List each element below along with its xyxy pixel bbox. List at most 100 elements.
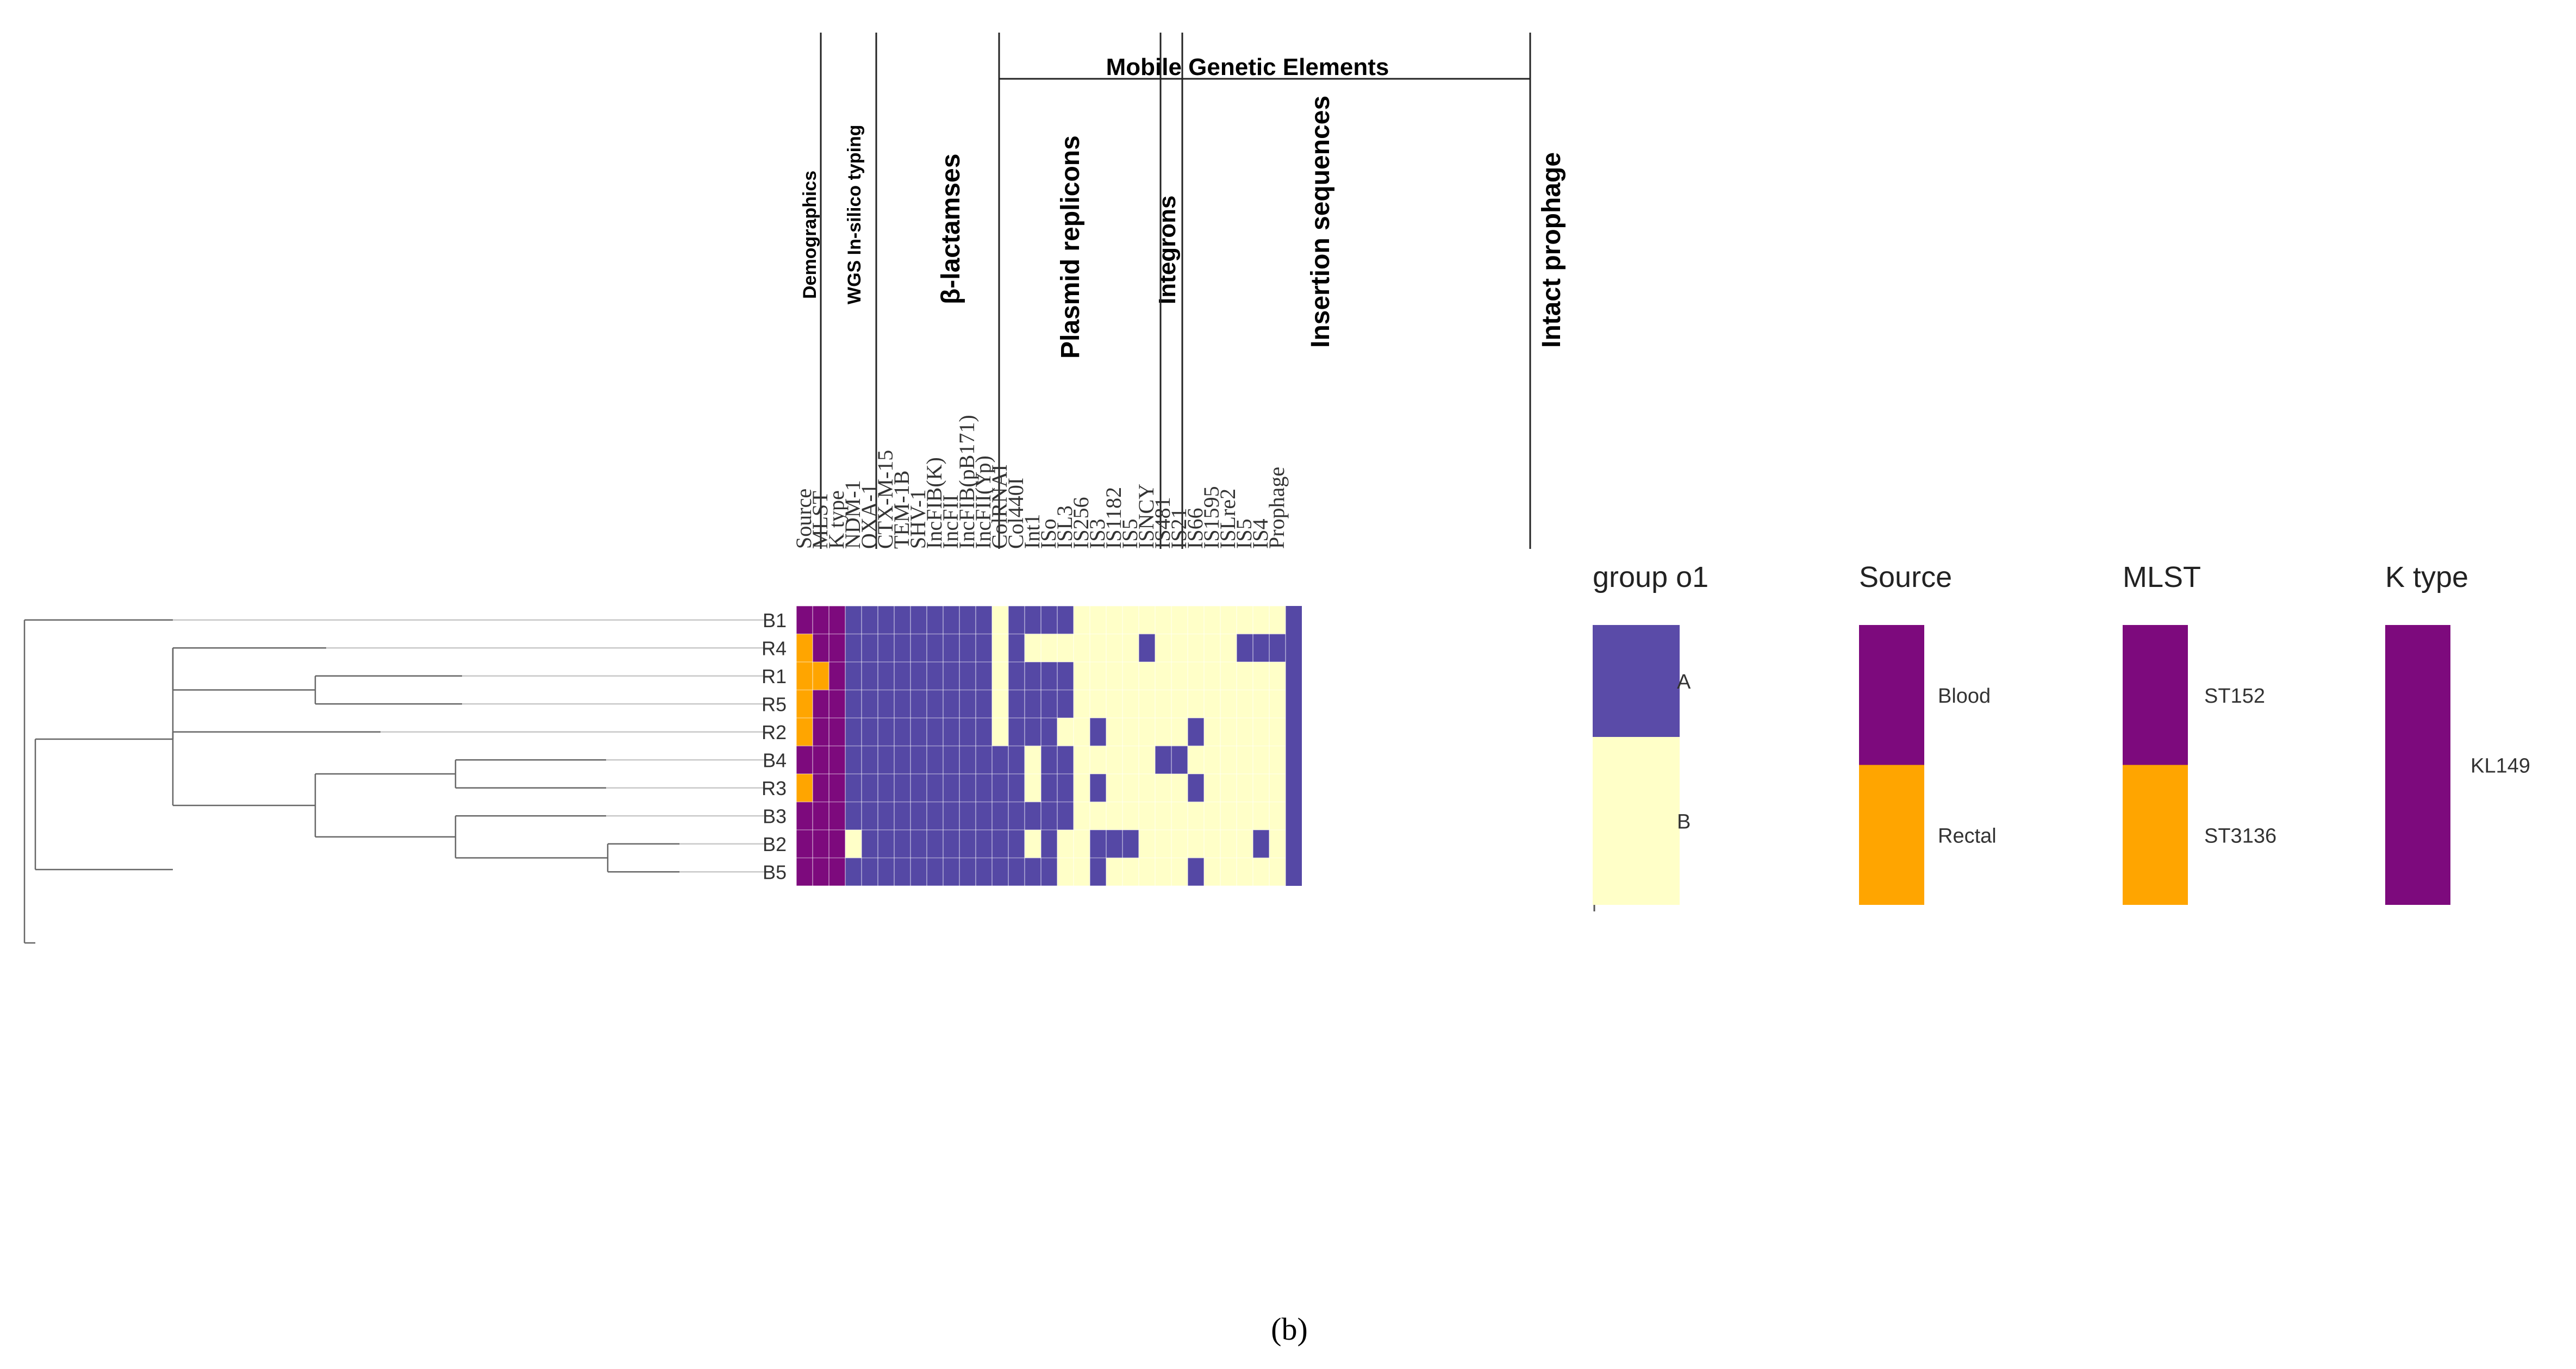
- column-label: ColRNAI: [987, 464, 1012, 549]
- cell-R3-3: [845, 774, 862, 802]
- cell-R5-7: [910, 690, 927, 718]
- cell-B1-14: [1025, 606, 1041, 634]
- cell-B1-25: [1204, 606, 1220, 634]
- cell-R2-14: [1025, 718, 1041, 746]
- cell-B2-0: [796, 830, 813, 858]
- cell-R5-11: [976, 690, 992, 718]
- cell-R3-9: [943, 774, 959, 802]
- row-labels: B1 R4 R1 R5 R2 B4 R3 B3 B2 B5: [762, 609, 787, 884]
- cell-R5-21: [1139, 690, 1155, 718]
- cell-R5-20: [1122, 690, 1139, 718]
- column-label: CTX-M-15: [873, 450, 897, 549]
- cell-B5-4: [862, 858, 878, 886]
- row-label: B5: [763, 861, 787, 883]
- cell-B5-9: [943, 858, 959, 886]
- cell-R2-0: [796, 718, 813, 746]
- cell-B1-26: [1220, 606, 1237, 634]
- cell-R1-8: [927, 662, 943, 690]
- cell-B3-9: [943, 802, 959, 830]
- annotation-source-label: Blood: [1938, 685, 1991, 708]
- cell-B5-28: [1253, 858, 1269, 886]
- cell-R4-0: [796, 634, 813, 662]
- cell-B1-8: [927, 606, 943, 634]
- cell-R4-10: [959, 634, 976, 662]
- cell-B4-18: [1090, 746, 1106, 774]
- row-label: R3: [762, 777, 787, 799]
- cell-B4-2: [829, 746, 845, 774]
- cell-B3-29: [1269, 802, 1286, 830]
- annotation-title-source: Source: [1859, 561, 1952, 593]
- cell-B2-16: [1057, 830, 1074, 858]
- column-label: ISLre2: [1215, 489, 1240, 549]
- cell-B2-8: [927, 830, 943, 858]
- cell-B5-8: [927, 858, 943, 886]
- cell-R3-22: [1155, 774, 1171, 802]
- cell-B4-11: [976, 746, 992, 774]
- cell-B1-9: [943, 606, 959, 634]
- cell-B1-1: [813, 606, 829, 634]
- cell-B4-28: [1253, 746, 1269, 774]
- column-label: IS5: [1118, 518, 1142, 549]
- cell-B1-28: [1253, 606, 1269, 634]
- cell-R5-26: [1220, 690, 1237, 718]
- cell-R4-18: [1090, 634, 1106, 662]
- cell-R5-27: [1237, 690, 1253, 718]
- column-label: IncFIB(pB171): [955, 415, 979, 549]
- cell-B3-26: [1220, 802, 1237, 830]
- cell-B5-20: [1122, 858, 1139, 886]
- heatmap-cells: [796, 606, 1302, 886]
- cell-B3-20: [1122, 802, 1139, 830]
- cell-R4-24: [1188, 634, 1204, 662]
- heatmap-grid: [796, 605, 1286, 886]
- cell-B1-21: [1139, 606, 1155, 634]
- cell-R5-8: [927, 690, 943, 718]
- cell-R3-7: [910, 774, 927, 802]
- row-label: R4: [762, 637, 787, 659]
- cell-R5-10: [959, 690, 976, 718]
- annotation-source-label: Rectal: [1938, 824, 1997, 847]
- column-label: TEM-1B: [889, 471, 914, 549]
- cell-B1-20: [1122, 606, 1139, 634]
- cell-B4-13: [1008, 746, 1025, 774]
- cell-R4-5: [878, 634, 894, 662]
- row-label: B1: [763, 609, 787, 632]
- cell-B3-11: [976, 802, 992, 830]
- cell-B5-16: [1057, 858, 1074, 886]
- cell-R3-10: [959, 774, 976, 802]
- cell-R3-8: [927, 774, 943, 802]
- cell-B3-0: [796, 802, 813, 830]
- cell-R4-29: [1269, 634, 1286, 662]
- cell-B5-29: [1269, 858, 1286, 886]
- cell-B4-25: [1204, 746, 1220, 774]
- cell-R2-7: [910, 718, 927, 746]
- cell-B4-3: [845, 746, 862, 774]
- annotation-ktype-label: KL149: [2471, 755, 2530, 778]
- cell-B4-14: [1025, 746, 1041, 774]
- cell-R4-8: [927, 634, 943, 662]
- cell-B5-23: [1171, 858, 1188, 886]
- cell-R1-30: [1286, 662, 1302, 690]
- cell-R4-14: [1025, 634, 1041, 662]
- column-label: IS21: [1167, 508, 1191, 549]
- cell-B1-5: [878, 606, 894, 634]
- cell-R4-1: [813, 634, 829, 662]
- cell-R2-24: [1188, 718, 1204, 746]
- cell-R1-3: [845, 662, 862, 690]
- group-label-bla: β-lactamses: [937, 154, 965, 304]
- cell-B3-30: [1286, 802, 1302, 830]
- cell-R5-24: [1188, 690, 1204, 718]
- cell-B5-22: [1155, 858, 1171, 886]
- row-label: B4: [763, 749, 787, 771]
- cell-R3-16: [1057, 774, 1074, 802]
- cell-R3-2: [829, 774, 845, 802]
- cell-R2-9: [943, 718, 959, 746]
- cell-B4-16: [1057, 746, 1074, 774]
- column-label: Col440I: [1003, 478, 1028, 549]
- cell-R3-12: [992, 774, 1008, 802]
- cell-R4-28: [1253, 634, 1269, 662]
- cell-B3-4: [862, 802, 878, 830]
- cell-B4-4: [862, 746, 878, 774]
- column-label: Source: [791, 489, 816, 549]
- cell-R2-8: [927, 718, 943, 746]
